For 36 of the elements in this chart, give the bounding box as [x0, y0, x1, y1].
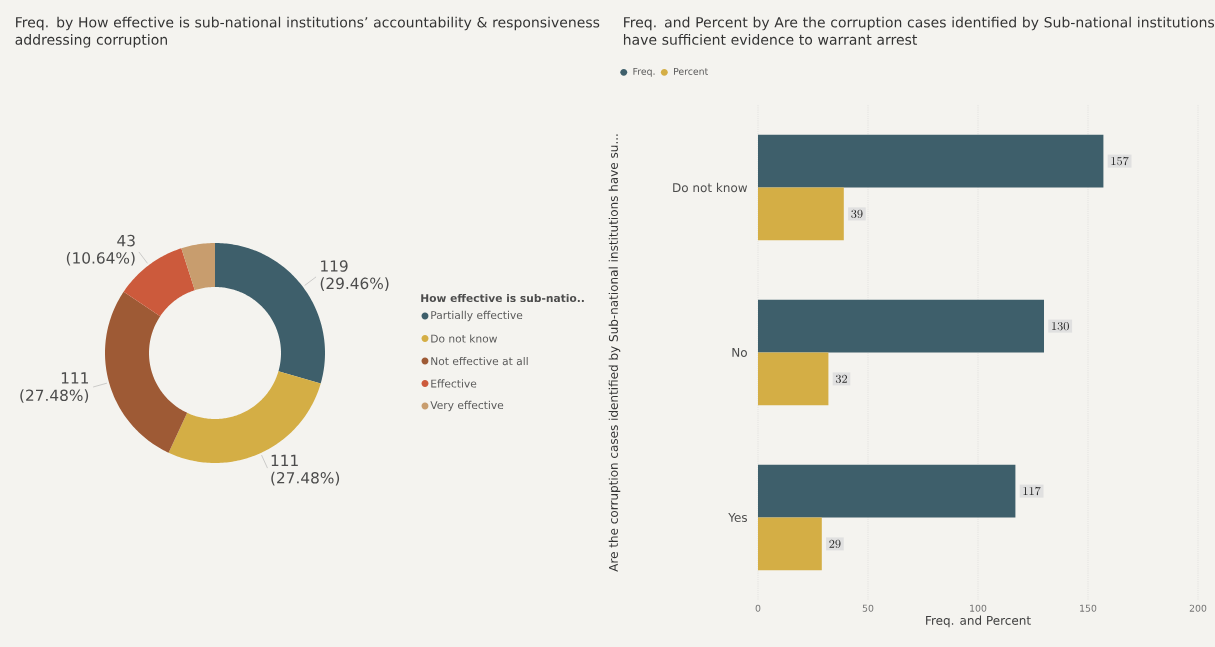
data-label: 32 — [835, 374, 848, 384]
legend-title: How effective is sub-natio.. — [421, 293, 584, 303]
y-tick-label: No — [732, 348, 747, 357]
legend-label: Do not know — [431, 334, 498, 343]
data-label: 29 — [829, 539, 841, 549]
bar — [758, 134, 1104, 188]
chart-title: Freq. by How effective is sub-national institutions’ accountability & responsiveness addressing corruption — [15, 16, 600, 48]
legend-label: Percent — [674, 67, 708, 75]
legend-label: Effective — [431, 379, 477, 388]
chart-title: Freq. and Percent by Are the corruption cases identified by Sub-national institutions have sufficient evidence to warrant arrest — [623, 16, 1215, 45]
x-axis-title: Freq. and Percent — [926, 615, 1031, 628]
x-tick-label: 0 — [755, 604, 761, 612]
data-label: 39 — [851, 209, 863, 219]
bar — [758, 517, 822, 571]
y-tick-label: Do not know — [673, 182, 748, 193]
y-axis-title: Are the corruption cases identified by Sub-national institutions have su... — [608, 134, 621, 572]
data-label: 111 (27.48%) — [271, 454, 340, 486]
data-label: 157 — [1111, 156, 1129, 166]
data-label: 111 (27.48%) — [20, 372, 89, 403]
x-tick-label: 100 — [970, 604, 987, 612]
x-tick-label: 50 — [862, 604, 874, 612]
data-label: 43 (10.64%) — [66, 234, 135, 266]
x-tick-label: 200 — [1189, 604, 1207, 612]
bar — [758, 464, 1016, 518]
data-label: 119 (29.46%) — [320, 260, 389, 291]
legend-label: Not effective at all — [431, 356, 528, 366]
data-label: 117 — [1023, 486, 1041, 496]
legend-label: Partially effective — [431, 310, 523, 322]
bar — [758, 187, 844, 241]
x-tick-label: 150 — [1080, 604, 1097, 612]
y-tick-label: Yes — [728, 513, 748, 522]
data-label: 130 — [1052, 321, 1069, 331]
legend-label: Very effective — [430, 400, 504, 412]
legend-label: Freq. — [633, 67, 655, 77]
bar — [758, 299, 1044, 353]
bar — [758, 352, 829, 406]
